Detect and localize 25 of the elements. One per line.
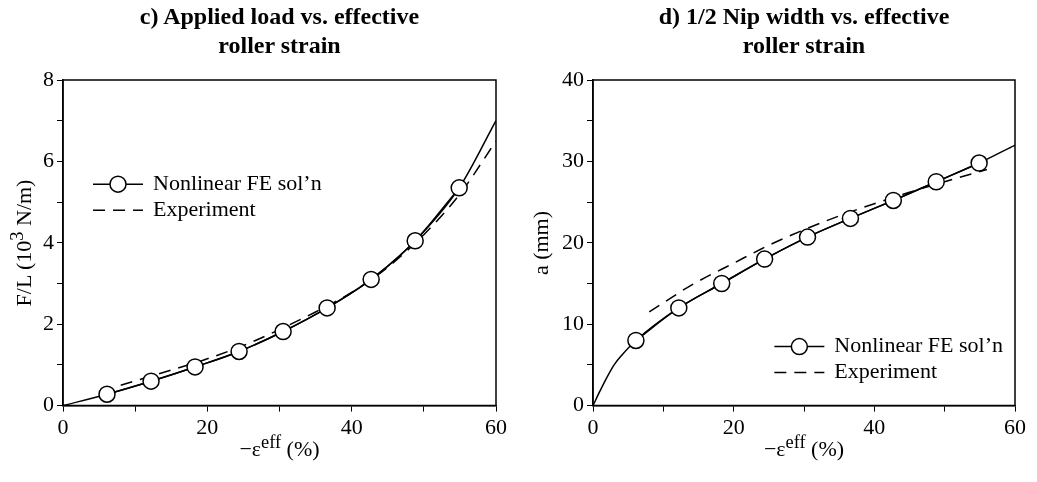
y-tick-label: 4 [43,228,54,254]
legend-label: Nonlinear FE sol’n [153,169,322,195]
legend-label: Experiment [834,358,937,384]
x-tick-label: 20 [196,413,219,439]
x-tick-label: 40 [340,413,363,439]
legend-label: Experiment [153,195,256,221]
legend-label: Nonlinear FE sol’n [834,332,1004,358]
x-tick-label: 40 [863,413,886,439]
chart-title: c) Applied load vs. effective roller strain [138,2,421,60]
x-tick-label: 60 [485,413,507,439]
y-tick-label: 30 [562,147,584,173]
y-tick-label: 20 [562,228,584,254]
y-tick-label: 0 [573,391,584,417]
chart-title: d) 1/2 Nip width vs. effective roller strain [657,2,951,60]
y-tick-label: 2 [43,309,54,335]
x-axis-title: −ε$^{eff}$ (%) [239,431,320,462]
x-tick-label: 20 [722,413,745,439]
y-tick-label: 40 [562,65,584,91]
y-tick-label: 10 [562,309,584,335]
y-tick-label: 6 [43,147,54,173]
x-axis-title: −ε$^{eff}$ (%) [763,431,845,462]
y-tick-label: 0 [43,391,54,417]
x-tick-label: 60 [1004,413,1026,439]
y-tick-label: 8 [43,65,54,91]
y-axis-title: a (mm) [528,210,554,275]
